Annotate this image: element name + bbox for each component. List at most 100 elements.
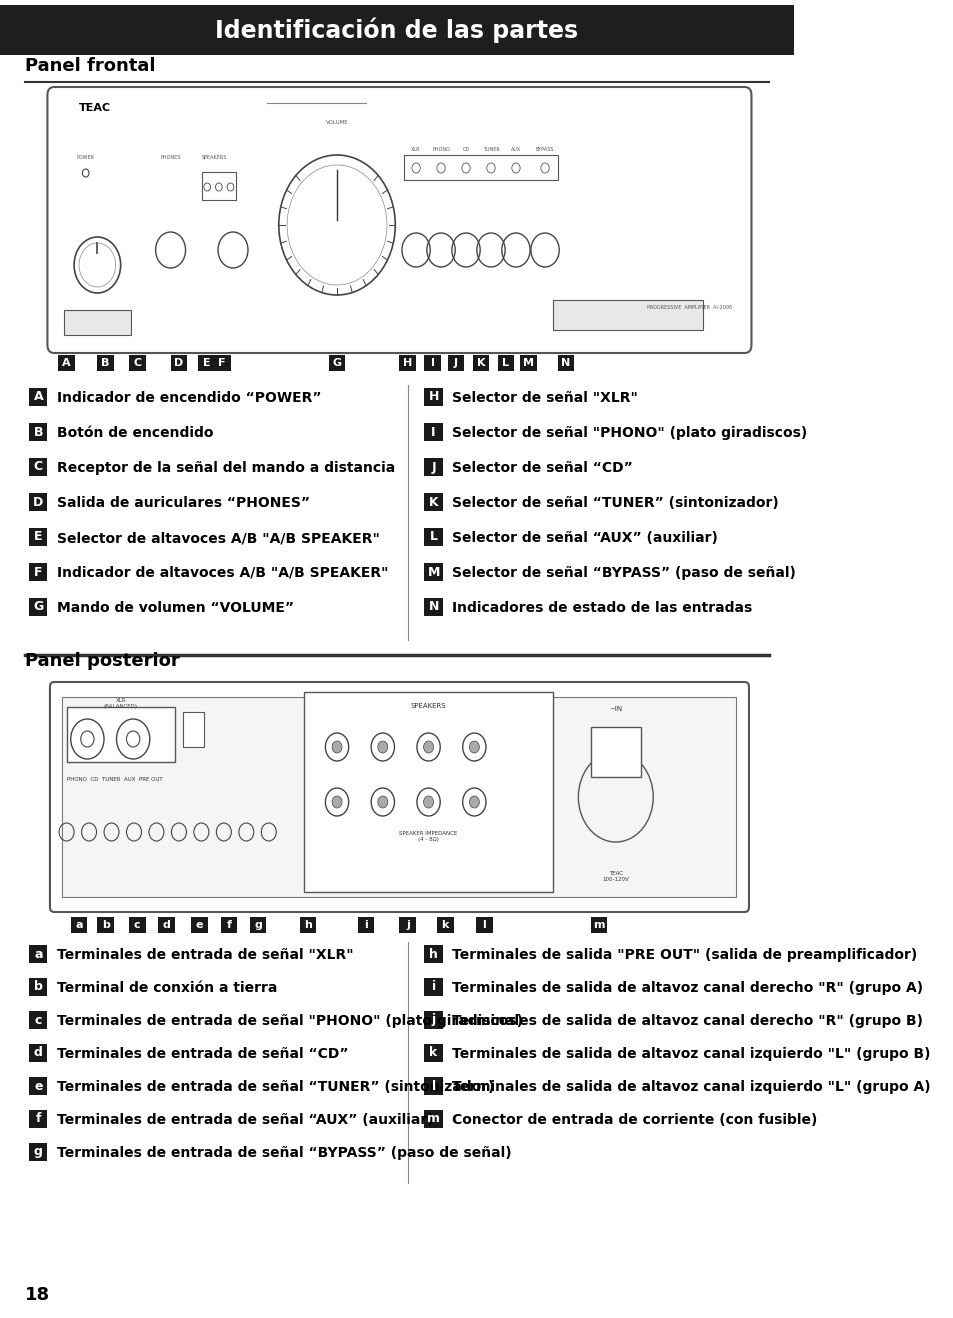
Circle shape: [469, 741, 478, 753]
Bar: [436, 917, 453, 933]
Text: d: d: [33, 1046, 43, 1060]
Text: POWER: POWER: [76, 156, 94, 159]
Text: Conector de entrada de corriente (con fusible): Conector de entrada de corriente (con fu…: [452, 1112, 817, 1127]
Text: K: K: [476, 358, 485, 368]
Text: AUX: AUX: [510, 148, 520, 152]
Text: VOLUME: VOLUME: [325, 120, 348, 125]
Text: a: a: [34, 948, 43, 961]
Text: A: A: [33, 390, 43, 403]
Text: k: k: [441, 920, 449, 931]
Text: PHONO  CD  TUNER  AUX  PRE OUT: PHONO CD TUNER AUX PRE OUT: [67, 778, 162, 782]
Bar: [424, 355, 440, 370]
Text: h: h: [304, 920, 312, 931]
Bar: [424, 1077, 442, 1095]
Circle shape: [332, 796, 342, 808]
Text: TEAC
100-120V: TEAC 100-120V: [601, 871, 629, 882]
Text: SPEAKER IMPEDANCE
(4 - 8Ω): SPEAKER IMPEDANCE (4 - 8Ω): [399, 832, 457, 842]
Bar: [250, 917, 266, 933]
FancyBboxPatch shape: [0, 5, 793, 55]
Bar: [424, 563, 442, 581]
Bar: [476, 917, 492, 933]
Text: j: j: [405, 920, 409, 931]
Text: SPEAKERS: SPEAKERS: [411, 702, 446, 709]
Text: h: h: [429, 948, 437, 961]
Bar: [213, 355, 231, 370]
Text: Selector de señal “CD”: Selector de señal “CD”: [452, 461, 632, 474]
Circle shape: [423, 741, 433, 753]
Text: Terminales de entrada de señal “AUX” (auxiliar): Terminales de entrada de señal “AUX” (au…: [56, 1112, 433, 1127]
Bar: [424, 493, 442, 511]
Text: L: L: [502, 358, 509, 368]
Text: XLR
(BALANCED): XLR (BALANCED): [104, 699, 137, 709]
Bar: [97, 917, 114, 933]
Text: TUNER: TUNER: [482, 148, 498, 152]
Text: Terminales de entrada de señal “CD”: Terminales de entrada de señal “CD”: [56, 1046, 348, 1061]
Circle shape: [423, 796, 433, 808]
Text: Receptor de la señal del mando a distancia: Receptor de la señal del mando a distanc…: [56, 461, 395, 474]
Text: M: M: [522, 358, 534, 368]
Text: Panel frontal: Panel frontal: [25, 57, 155, 75]
Bar: [30, 1143, 48, 1161]
Bar: [357, 917, 375, 933]
Bar: [183, 712, 204, 747]
Text: Terminales de entrada de señal “TUNER” (sintonizador): Terminales de entrada de señal “TUNER” (…: [56, 1079, 494, 1094]
Bar: [424, 978, 442, 996]
Bar: [519, 355, 537, 370]
Bar: [472, 355, 489, 370]
Text: PROGRESSIVE  AMPLIFIER  AI-2000: PROGRESSIVE AMPLIFIER AI-2000: [646, 304, 732, 310]
Text: K: K: [428, 496, 438, 509]
Text: f: f: [226, 920, 232, 931]
Bar: [30, 1077, 48, 1095]
Bar: [424, 423, 442, 442]
Text: ~IN: ~IN: [609, 706, 621, 712]
Text: C: C: [133, 358, 141, 368]
Text: I: I: [431, 426, 436, 439]
Text: B: B: [101, 358, 110, 368]
Text: Salida de auriculares “PHONES”: Salida de auriculares “PHONES”: [56, 496, 310, 510]
Text: Terminales de entrada de señal "XLR": Terminales de entrada de señal "XLR": [56, 948, 353, 962]
Bar: [30, 598, 48, 616]
Text: j: j: [431, 1014, 436, 1027]
Text: TEAC: TEAC: [79, 103, 112, 113]
Text: C: C: [33, 460, 43, 473]
Bar: [30, 529, 48, 546]
Text: G: G: [333, 358, 341, 368]
Bar: [399, 917, 416, 933]
Bar: [557, 355, 574, 370]
Text: e: e: [34, 1079, 43, 1093]
Text: l: l: [431, 1079, 436, 1093]
Text: F: F: [218, 358, 226, 368]
Text: Indicador de altavoces A/B "A/B SPEAKER": Indicador de altavoces A/B "A/B SPEAKER": [56, 565, 388, 580]
Text: Terminal de conxión a tierra: Terminal de conxión a tierra: [56, 981, 276, 995]
Text: Selector de señal "XLR": Selector de señal "XLR": [452, 391, 637, 405]
Bar: [497, 355, 514, 370]
Text: Mando de volumen “VOLUME”: Mando de volumen “VOLUME”: [56, 601, 294, 616]
FancyBboxPatch shape: [50, 681, 748, 912]
Text: Selector de señal “TUNER” (sintonizador): Selector de señal “TUNER” (sintonizador): [452, 496, 778, 510]
Bar: [30, 1011, 48, 1029]
Text: E: E: [34, 531, 43, 543]
Text: g: g: [253, 920, 262, 931]
Bar: [399, 355, 416, 370]
Bar: [220, 917, 237, 933]
Text: Panel posterior: Panel posterior: [25, 652, 179, 670]
Bar: [67, 706, 174, 762]
Text: b: b: [33, 981, 43, 994]
Text: CD: CD: [462, 148, 469, 152]
Circle shape: [332, 741, 342, 753]
Text: F: F: [34, 565, 43, 579]
Circle shape: [377, 796, 387, 808]
Bar: [198, 355, 214, 370]
Text: SPEAKERS: SPEAKERS: [202, 156, 227, 159]
Bar: [424, 598, 442, 616]
FancyBboxPatch shape: [48, 87, 751, 353]
Text: Terminales de salida de altavoz canal derecho "R" (grupo A): Terminales de salida de altavoz canal de…: [452, 981, 923, 995]
Bar: [97, 355, 114, 370]
Text: J: J: [431, 460, 436, 473]
Text: H: H: [403, 358, 412, 368]
Bar: [424, 1110, 442, 1128]
Bar: [129, 917, 146, 933]
Bar: [303, 692, 553, 892]
Text: Terminales de salida de altavoz canal izquierdo "L" (grupo B): Terminales de salida de altavoz canal iz…: [452, 1046, 929, 1061]
Text: BYPASS: BYPASS: [536, 148, 554, 152]
